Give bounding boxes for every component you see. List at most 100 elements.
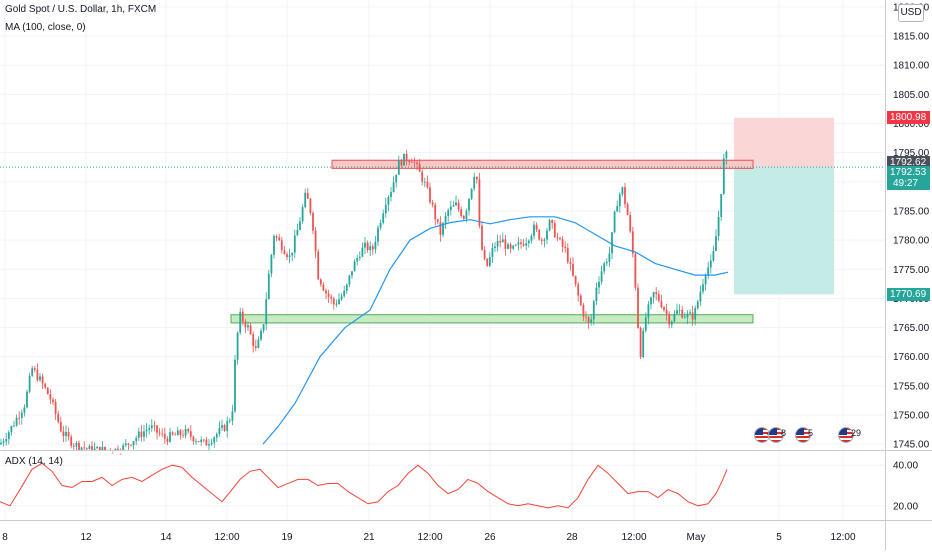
candle-body (655, 292, 658, 295)
last-price-tag: 1792.62 (887, 155, 930, 169)
candle-body (182, 434, 184, 436)
candle-body (694, 308, 697, 320)
candle-body (520, 242, 522, 245)
candle-body (462, 215, 465, 219)
candle-body (478, 179, 481, 226)
candle-body (470, 188, 473, 199)
candle-body (699, 291, 702, 302)
candle-body (13, 425, 15, 427)
candle-body (104, 446, 106, 450)
time-tick-label: 26 (484, 532, 496, 543)
candle-body (179, 430, 182, 435)
candle-body (639, 327, 642, 358)
candle-body (208, 444, 210, 446)
candle-body (400, 160, 403, 166)
candle-body (117, 448, 119, 450)
candle-body (522, 244, 525, 246)
candle-body (332, 298, 335, 305)
candle-body (509, 244, 512, 249)
candle-body (455, 202, 457, 206)
currency-button[interactable]: USD (898, 4, 924, 22)
candle-body (538, 229, 541, 240)
event-count: 29 (851, 428, 862, 438)
candle-body (158, 432, 161, 434)
candle-body (226, 420, 229, 431)
candle-body (637, 287, 639, 328)
candle-body (540, 239, 543, 241)
drawing-zones[interactable] (230, 117, 834, 324)
candle-body (374, 241, 377, 250)
current-price-tag: 1792.53 (887, 166, 930, 180)
candle-body (223, 425, 226, 431)
candle-body (546, 230, 548, 240)
candle-body (551, 220, 554, 224)
resistance-zone (331, 159, 754, 169)
candle-body (249, 325, 252, 335)
economic-event-marker[interactable]: 5 (795, 426, 821, 444)
candle-body (650, 297, 652, 305)
candle-body (442, 223, 444, 235)
adx-pane (0, 462, 728, 509)
ma-legend: MA (100, close, 0) (5, 22, 86, 33)
candle-body (452, 205, 455, 207)
candle-body (270, 254, 273, 274)
candle-body (439, 222, 442, 235)
candle-body (343, 290, 346, 297)
candle-body (449, 206, 452, 211)
candle-body (660, 300, 663, 308)
candle-body (101, 446, 104, 450)
candle-body (403, 153, 405, 166)
candle-body (335, 303, 338, 305)
candle-body (286, 254, 288, 258)
candle-body (20, 412, 23, 418)
adx-tick-label: 40.00 (893, 461, 918, 472)
candle-body (668, 314, 671, 325)
candle-body (720, 193, 723, 217)
stop-zone (734, 167, 834, 295)
candle-body (254, 346, 257, 348)
candle-body (195, 441, 197, 443)
candle-body (210, 442, 213, 445)
candle-body (137, 431, 140, 438)
candle-body (624, 187, 626, 205)
support-zone (230, 314, 754, 324)
candle-body (535, 224, 538, 230)
candle-body (114, 448, 117, 450)
candle-body (353, 261, 356, 272)
candle-body (306, 192, 309, 199)
candle-body (709, 260, 712, 268)
candle-body (691, 312, 694, 320)
candle-body (496, 240, 499, 247)
time-tick-label: 14 (160, 532, 172, 543)
candle-body (10, 426, 13, 433)
candle-body (119, 453, 122, 455)
candle-body (325, 290, 327, 294)
candle-body (595, 287, 598, 302)
candle-body (590, 319, 593, 323)
candle-body (322, 284, 325, 291)
price-tick-label: 1810.00 (893, 61, 930, 72)
candle-body (725, 151, 728, 159)
candle-body (78, 442, 80, 450)
candle-body (686, 313, 689, 318)
candle-body (663, 307, 665, 311)
candle-body (421, 171, 424, 182)
candle-body (2, 441, 5, 443)
candle-body (140, 431, 143, 437)
candle-body (613, 211, 616, 233)
candle-body (626, 204, 629, 215)
candle-body (569, 262, 572, 264)
candle-body (379, 222, 382, 228)
candle-body (202, 439, 205, 441)
economic-event-marker[interactable]: 8 (768, 426, 794, 444)
candle-body (247, 325, 249, 328)
time-tick-label: 5 (776, 532, 782, 543)
candle-body (85, 448, 88, 450)
candle-body (278, 237, 281, 241)
candle-body (582, 305, 585, 317)
candle-body (93, 448, 96, 450)
candle-body (267, 273, 270, 300)
economic-event-marker[interactable]: 29 (838, 426, 864, 444)
